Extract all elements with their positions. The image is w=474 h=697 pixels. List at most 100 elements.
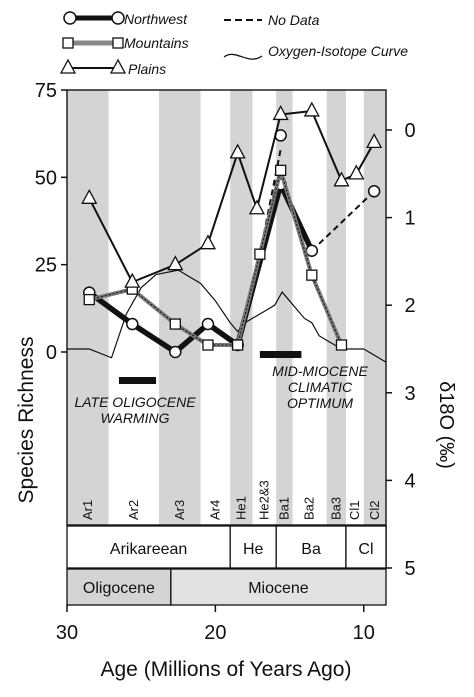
y-tick-label: 50: [35, 167, 57, 189]
y2-tick-label: 1: [404, 208, 415, 230]
mountains-dashed-segment: [258, 149, 282, 255]
epoch-box-label: Miocene: [248, 580, 309, 597]
x-tick-label: 10: [353, 622, 375, 644]
nalma-label: Ar3: [172, 500, 187, 520]
mid-miocene-label: OPTIMUM: [287, 395, 353, 411]
plains-point: [167, 255, 184, 271]
oxygen-isotope-series: [67, 269, 387, 363]
nalma-box-label: Ba: [301, 541, 321, 558]
mountains-point: [275, 164, 287, 176]
y-axis-label: Species Richness: [15, 337, 38, 504]
legend-northwest-marker: [111, 11, 125, 25]
nalma-box-label: Arikareean: [110, 541, 187, 558]
legend-plains-label: Plains: [128, 61, 166, 77]
northwest-point: [126, 317, 139, 331]
nalma-band-he1: [230, 90, 253, 525]
plot-frame: [66, 89, 387, 526]
mountains-point: [306, 269, 318, 281]
northwest-point: [169, 345, 182, 359]
plains-point: [333, 171, 350, 187]
x-tick-label: 30: [56, 622, 78, 644]
nalma-label: Ba2: [302, 497, 317, 520]
nalma-box-label: He: [243, 541, 264, 558]
mid-miocene-bar: [259, 351, 302, 358]
plains-point: [272, 105, 289, 121]
y2-tick-label: 3: [404, 383, 415, 405]
mid-miocene-label: MID-MIOCENE: [272, 363, 368, 379]
late-oligocene-bar: [118, 377, 157, 384]
plains-point: [124, 272, 141, 288]
epoch-box-label: Oligocene: [83, 580, 155, 597]
legend-mountains-marker: [62, 37, 74, 49]
mountains-point: [202, 339, 214, 351]
nalma-box: [66, 525, 231, 569]
plains-point: [348, 164, 365, 180]
nalma-label: Ar4: [207, 500, 222, 520]
legend-nodata-label: No Data: [268, 12, 320, 28]
nalma-label: Cl1: [347, 500, 362, 520]
nalma-label: Ar2: [126, 500, 141, 520]
stratigraphy-boxes: Arikareean He Ba Cl Oligocene Miocene: [66, 525, 387, 606]
nalma-label: He1: [233, 496, 248, 520]
plains-point: [229, 143, 246, 159]
nalma-box: [229, 525, 277, 569]
x-tick-label: 20: [204, 622, 226, 644]
nalma-label: He2&3: [256, 480, 271, 520]
mountains-point: [83, 293, 95, 306]
mountains-point: [335, 339, 348, 351]
nalma-label: Ar1: [80, 500, 95, 520]
plot-border: [66, 89, 387, 526]
nalma-shading: Ar1 Ar2 Ar3 Ar4 He1 He2&3 Ba1 Ba2 Ba3 Cl1 Cl2: [67, 90, 386, 525]
legend-northwest-label: Northwest: [124, 11, 188, 27]
plains-point: [81, 188, 98, 204]
nalma-band-ba3: [326, 90, 346, 525]
legend-oxygen-swatch: [223, 53, 263, 60]
y2-axis-label: δ18O (‰): [435, 381, 457, 469]
legend-mountains-marker: [112, 37, 124, 49]
nalma-box-label: Cl: [358, 541, 373, 558]
nalma-label: Ba3: [328, 497, 343, 520]
northwest-point: [201, 317, 215, 331]
nalma-label: Cl2: [367, 500, 382, 520]
oxygen-isotope-line: [67, 269, 387, 363]
plains-point: [303, 101, 320, 117]
plains-point: [248, 199, 266, 215]
x-axis-label: Age (Millions of Years Ago): [101, 658, 352, 681]
nalma-band-ar1: [67, 90, 109, 525]
richness-series: [81, 101, 383, 359]
legend-mountains-label: Mountains: [124, 35, 189, 51]
legend: Northwest Mountains Plains No Data Oxygen-Is…: [59, 11, 408, 77]
nalma-band-cl2: [363, 90, 386, 525]
mid-miocene-label: CLIMATIC: [288, 379, 353, 395]
northwest-point: [367, 185, 381, 198]
y-tick-label: 75: [35, 80, 57, 102]
mountains-point: [231, 339, 244, 351]
y2-tick-label: 4: [404, 470, 415, 492]
late-oligocene-label: LATE OLIGOCENE: [74, 394, 196, 410]
northwest-dashed-segment: [311, 190, 375, 252]
legend-oxygen-label: Oxygen-Isotope Curve: [268, 43, 408, 59]
northwest-point: [305, 244, 319, 257]
legend-plains-marker: [59, 58, 77, 74]
plains-point: [366, 133, 383, 149]
legend-plains-marker: [109, 58, 127, 74]
mountains-point: [254, 248, 266, 260]
nalma-box: [275, 525, 347, 569]
late-oligocene-label: WARMING: [101, 410, 170, 426]
y2-tick-label: 5: [404, 558, 415, 580]
nalma-box: [345, 525, 387, 569]
y-tick-label: 25: [35, 255, 57, 277]
epoch-box: [170, 568, 387, 606]
nalma-band-ar3: [158, 90, 201, 525]
y2-tick-label: 0: [404, 120, 415, 142]
y2-tick-label: 2: [404, 295, 415, 317]
legend-northwest-marker: [63, 11, 77, 25]
mountains-point: [169, 318, 181, 330]
epoch-box: [66, 568, 172, 606]
nalma-label: Ba1: [276, 497, 291, 520]
y-tick-label: 0: [46, 342, 57, 364]
plains-point: [199, 234, 217, 250]
